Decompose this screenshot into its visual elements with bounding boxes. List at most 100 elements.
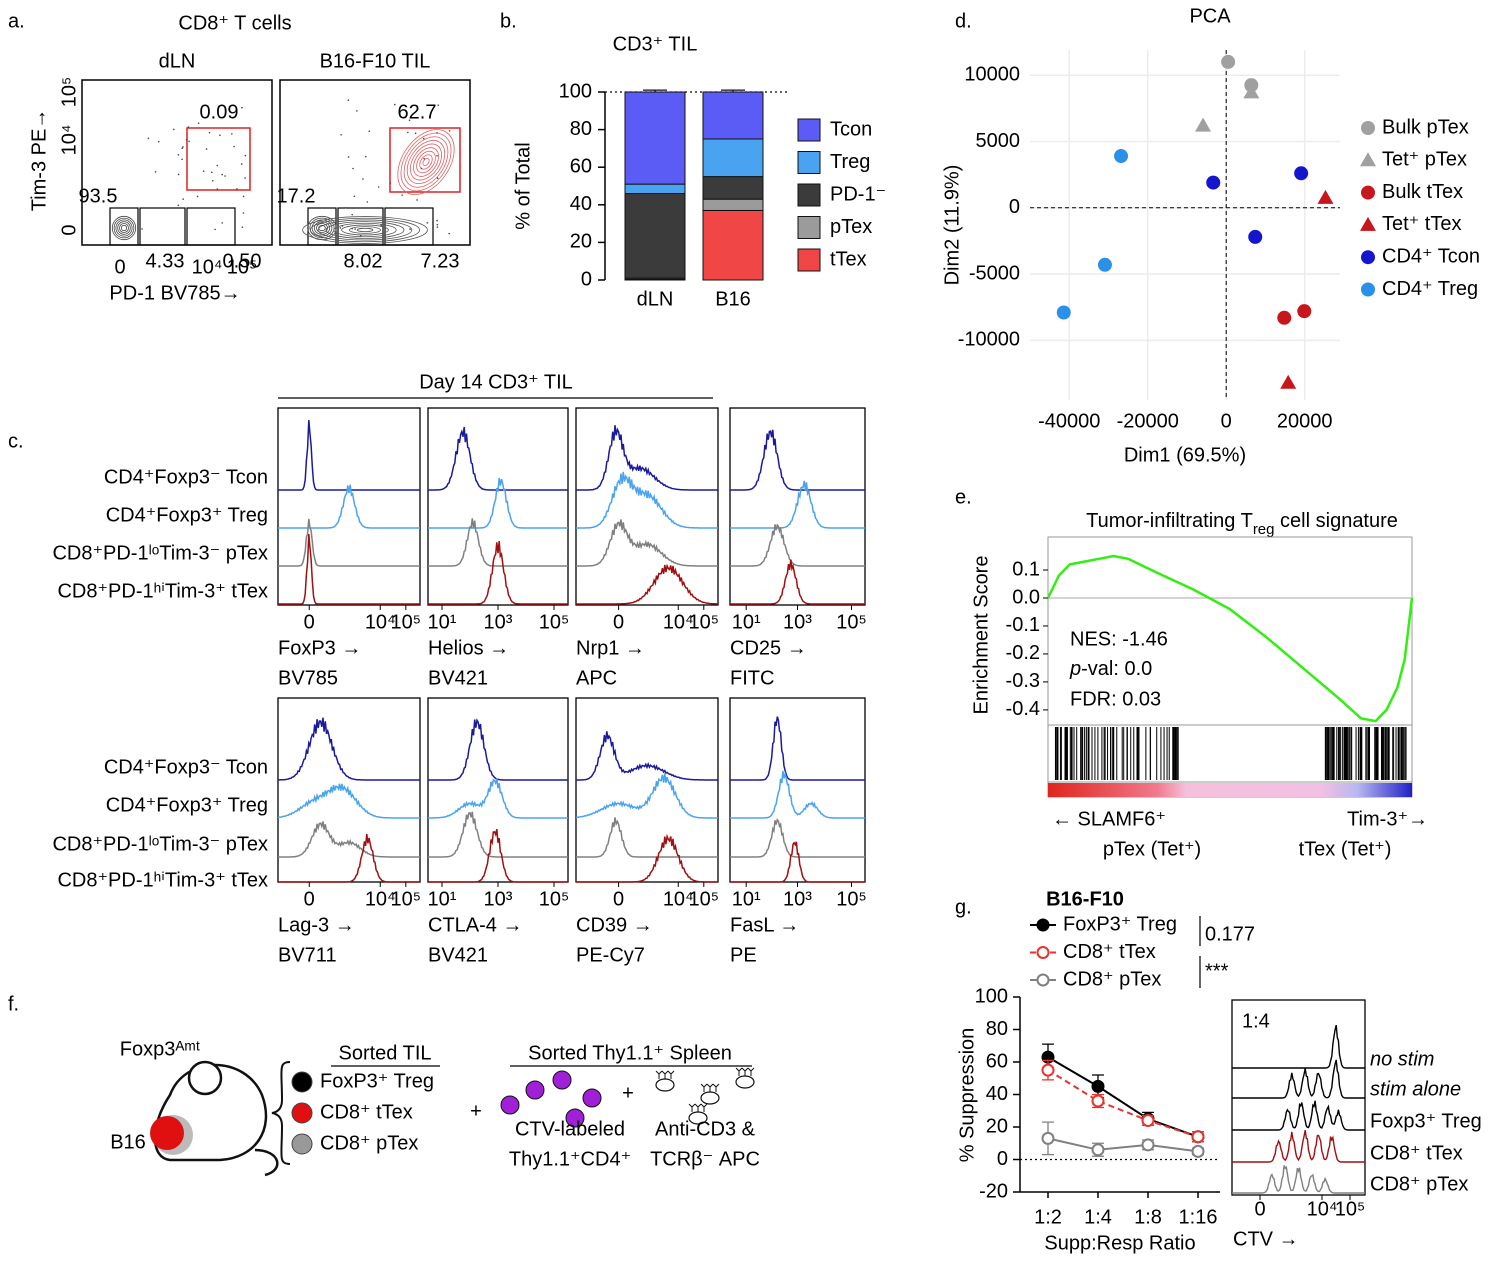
- apc-antibody: [694, 1103, 702, 1112]
- point: [1091, 1079, 1105, 1093]
- event-dot: [423, 157, 425, 160]
- contour: [333, 222, 397, 238]
- event-dot: [187, 126, 190, 128]
- y-tick-label: -0.3: [1006, 670, 1040, 692]
- legend-label: FoxP3⁺ Treg: [1063, 913, 1177, 935]
- y-tick-label: 100: [975, 985, 1008, 1007]
- title-part: reg: [1253, 521, 1275, 538]
- event-dot: [339, 227, 342, 229]
- event-dot: [368, 130, 371, 132]
- x-tick-label: 1:4: [1084, 1206, 1112, 1228]
- gate: [139, 207, 186, 246]
- row-label: CD8⁺PD-1ʰⁱTim-3⁺ tTex: [57, 580, 268, 602]
- bar-segment: [702, 176, 764, 200]
- y-tick-label: 20: [986, 1115, 1008, 1137]
- x-tick-label: 1:8: [1134, 1206, 1162, 1228]
- mouse-ear: [187, 1060, 223, 1096]
- event-dot: [236, 188, 238, 190]
- point: [1191, 1130, 1205, 1144]
- histogram-trace: [1232, 1165, 1365, 1194]
- histogram-trace: [278, 821, 420, 858]
- y-tick-label: 5000: [976, 130, 1021, 152]
- x-tick-label: 10⁴: [663, 888, 694, 910]
- histogram-trace: [428, 811, 568, 858]
- histogram-trace: [730, 817, 865, 858]
- rank-bar: [1048, 783, 1412, 797]
- y-tick-label: 10000: [964, 63, 1020, 85]
- histogram-trace: [576, 519, 718, 567]
- x-tick-label: 10⁵: [539, 611, 570, 633]
- heading: Sorted Thy1.1⁺ Spleen: [528, 1042, 732, 1064]
- x-tick-label: 10³: [484, 611, 513, 633]
- apc-antibody: [735, 1067, 743, 1076]
- event-dot: [208, 131, 211, 134]
- annotation: 0.177: [1205, 923, 1255, 945]
- chart-title: B16-F10: [1046, 888, 1124, 910]
- y-tick-label: 10⁴: [58, 125, 80, 156]
- histogram-frame: [427, 697, 569, 883]
- event-dot: [437, 104, 440, 106]
- event-dot: [347, 99, 350, 102]
- axis-end-label: Tim-3⁺→: [1347, 808, 1428, 830]
- x-tick-label: 0: [613, 611, 624, 633]
- event-dot: [216, 164, 219, 167]
- histogram-trace: [576, 817, 718, 858]
- event-dot: [401, 194, 403, 196]
- event-dot: [408, 119, 411, 121]
- x-tick-label: 10⁵: [227, 256, 258, 278]
- point: [1097, 257, 1112, 272]
- event-dot: [217, 106, 220, 109]
- event-dot: [380, 224, 382, 226]
- event-dot: [347, 156, 350, 158]
- population-dot: [291, 1102, 313, 1124]
- event-dot: [241, 226, 244, 228]
- flow-title: CD8⁺ T cells: [178, 12, 291, 34]
- histogram-trace: [730, 841, 865, 883]
- legend-label: Bulk pTex: [1382, 116, 1469, 138]
- event-dot: [157, 140, 160, 143]
- event-dot: [177, 204, 180, 207]
- point: [1041, 1131, 1055, 1145]
- point: [1141, 1138, 1155, 1152]
- row-label: Foxp3⁺ Treg: [1370, 1110, 1482, 1132]
- event-dot: [359, 234, 362, 237]
- event-dot: [154, 171, 157, 173]
- contour: [115, 219, 133, 237]
- event-dot: [436, 154, 438, 157]
- population-dot: [291, 1133, 313, 1155]
- cell-label: Anti-CD3 &: [655, 1118, 756, 1140]
- contour: [348, 226, 381, 234]
- row-label: CD4⁺Foxp3⁻ Tcon: [104, 756, 268, 778]
- event-dot: [362, 178, 364, 180]
- panel-label: c.: [8, 430, 24, 452]
- event-dot: [414, 132, 417, 135]
- y-axis-label: % Suppression: [956, 1028, 978, 1163]
- event-dot: [366, 201, 369, 203]
- panel-label: d.: [955, 10, 972, 32]
- series-line: [1047, 1069, 1199, 1138]
- annotation: NES: -1.46: [1070, 628, 1168, 650]
- bar-segment: [624, 183, 686, 195]
- event-dot: [147, 137, 150, 140]
- event-dot: [377, 186, 380, 188]
- contour: [422, 157, 430, 167]
- contour: [120, 224, 128, 232]
- legend-swatch: [797, 118, 821, 142]
- legend-marker: [1360, 216, 1376, 231]
- event-dot: [233, 145, 235, 148]
- apc-antibody: [700, 1083, 708, 1092]
- histogram-trace: [730, 716, 865, 781]
- event-dot: [354, 228, 356, 230]
- x-tick-label: 10¹: [732, 888, 761, 910]
- bar-segment: [702, 138, 764, 178]
- event-dot: [353, 195, 356, 198]
- point: [1091, 1094, 1105, 1108]
- legend-marker: [1360, 152, 1376, 167]
- y-tick-label: 10⁵: [58, 77, 80, 108]
- apc-antibody: [667, 1070, 675, 1079]
- x-tick-label: 0: [114, 256, 125, 278]
- x-tick-label: 10³: [484, 888, 513, 910]
- point: [1206, 175, 1221, 190]
- point: [1114, 149, 1129, 164]
- legend-swatch: [797, 183, 821, 207]
